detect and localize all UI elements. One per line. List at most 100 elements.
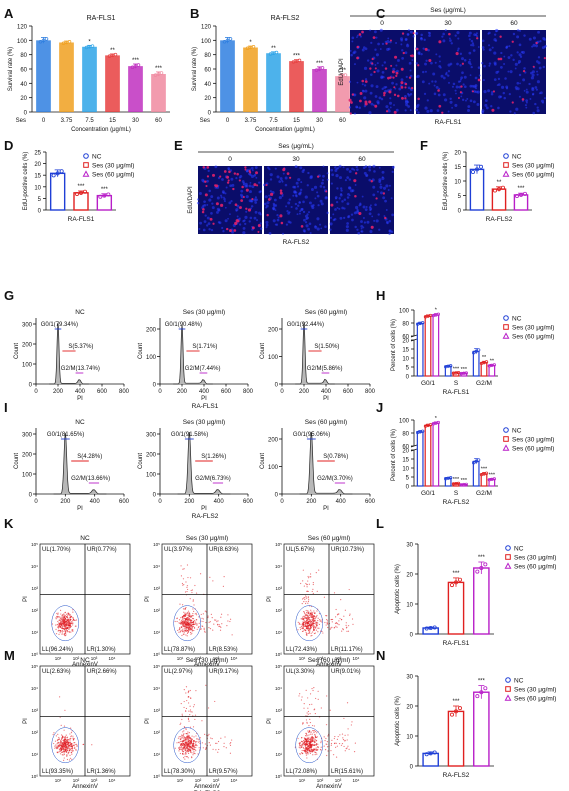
event-dot bbox=[55, 744, 57, 746]
event-dot bbox=[207, 616, 209, 619]
event-dot bbox=[190, 741, 193, 743]
column-label: 0 bbox=[380, 20, 384, 27]
histogram-title: Ses (60 μg/ml) bbox=[305, 309, 347, 316]
data-point bbox=[449, 364, 453, 368]
event-dot bbox=[187, 740, 189, 742]
nucleus-dot bbox=[316, 227, 320, 231]
legend-label: Ses (30 μg/ml) bbox=[512, 436, 554, 443]
event-dot bbox=[316, 732, 318, 734]
event-dot bbox=[183, 746, 185, 748]
event-dot bbox=[338, 742, 341, 745]
event-dot bbox=[346, 702, 349, 704]
event-dot bbox=[63, 615, 65, 617]
nucleus-dot bbox=[250, 205, 254, 208]
edu-positive-dot bbox=[251, 198, 254, 201]
event-dot bbox=[188, 748, 190, 751]
event-dot bbox=[190, 697, 192, 699]
event-dot bbox=[309, 613, 311, 615]
nucleus-dot bbox=[493, 78, 497, 81]
y-tick-label: 10⁴ bbox=[275, 564, 282, 569]
event-dot bbox=[305, 625, 307, 628]
event-dot bbox=[61, 633, 63, 635]
edu-positive-dot bbox=[286, 172, 290, 175]
event-dot bbox=[201, 720, 203, 722]
nucleus-dot bbox=[380, 97, 384, 101]
nucleus-dot bbox=[299, 188, 303, 192]
event-dot bbox=[344, 750, 346, 752]
x-tick-label: 400 bbox=[75, 389, 86, 395]
x-tick-label: 0 bbox=[280, 389, 284, 395]
event-dot bbox=[312, 621, 314, 623]
data-point bbox=[424, 626, 429, 631]
nucleus-dot bbox=[332, 213, 335, 216]
event-dot bbox=[344, 734, 346, 736]
x-tick-label: 0 bbox=[158, 389, 162, 395]
event-dot bbox=[312, 581, 314, 584]
y-axis-label: EdU-positive cells (%) bbox=[443, 152, 449, 211]
event-dot bbox=[62, 627, 64, 630]
event-dot bbox=[312, 611, 314, 614]
nucleus-dot bbox=[368, 212, 372, 216]
event-dot bbox=[342, 739, 345, 741]
event-dot bbox=[229, 744, 232, 747]
event-dot bbox=[180, 748, 182, 750]
y-tick-label: 10⁰ bbox=[153, 652, 160, 657]
nucleus-dot bbox=[374, 30, 377, 34]
significance-mark: * bbox=[88, 39, 91, 45]
event-dot bbox=[65, 630, 67, 632]
quadrant-ll-label: LL(78.87%) bbox=[164, 647, 195, 653]
event-dot bbox=[196, 744, 198, 747]
significance-mark: *** bbox=[489, 472, 496, 478]
event-dot bbox=[200, 613, 202, 616]
nucleus-dot bbox=[330, 168, 334, 172]
event-dot bbox=[304, 617, 306, 619]
significance-mark: *** bbox=[339, 68, 347, 74]
y-tick-label: 300 bbox=[146, 433, 157, 439]
event-dot bbox=[67, 739, 69, 741]
event-dot bbox=[66, 754, 68, 756]
edu-positive-dot bbox=[532, 65, 535, 68]
event-dot bbox=[187, 741, 190, 743]
event-dot bbox=[311, 738, 313, 741]
event-dot bbox=[66, 624, 68, 627]
y-tick-label: 10⁵ bbox=[275, 664, 282, 669]
event-dot bbox=[209, 621, 211, 623]
event-dot bbox=[60, 749, 62, 751]
event-dot bbox=[297, 629, 299, 631]
edu-positive-dot bbox=[204, 193, 208, 197]
event-dot bbox=[61, 737, 63, 740]
event-dot bbox=[185, 606, 187, 609]
legend-label: NC bbox=[514, 545, 524, 552]
nucleus-dot bbox=[536, 80, 540, 84]
x-axis-label: RA-FLS1 bbox=[68, 216, 95, 223]
x-tick-label: 10¹ bbox=[177, 778, 184, 783]
event-dot bbox=[306, 743, 308, 745]
data-point bbox=[314, 68, 319, 72]
event-dot bbox=[305, 752, 307, 755]
event-dot bbox=[303, 750, 305, 752]
nucleus-dot bbox=[379, 185, 383, 189]
x-tick-label: 10² bbox=[73, 778, 80, 783]
nucleus-dot bbox=[459, 64, 462, 67]
event-dot bbox=[174, 747, 176, 749]
event-dot bbox=[186, 750, 188, 753]
event-dot bbox=[76, 745, 78, 748]
event-dot bbox=[176, 742, 178, 744]
data-point bbox=[64, 40, 69, 45]
event-dot bbox=[191, 630, 193, 632]
y-tick-label: 10¹ bbox=[275, 630, 282, 635]
event-dot bbox=[226, 625, 228, 627]
edu-positive-dot bbox=[256, 184, 259, 187]
edu-positive-dot bbox=[497, 57, 501, 61]
event-dot bbox=[187, 702, 190, 704]
event-dot bbox=[185, 627, 187, 629]
nucleus-dot bbox=[424, 70, 427, 73]
nucleus-dot bbox=[360, 220, 363, 223]
event-dot bbox=[188, 615, 190, 617]
event-dot bbox=[313, 628, 315, 631]
event-dot bbox=[311, 740, 313, 742]
micrograph-caption: RA-FLS1 bbox=[435, 119, 462, 126]
edu-positive-dot bbox=[202, 208, 205, 211]
edu-positive-dot bbox=[368, 100, 372, 104]
